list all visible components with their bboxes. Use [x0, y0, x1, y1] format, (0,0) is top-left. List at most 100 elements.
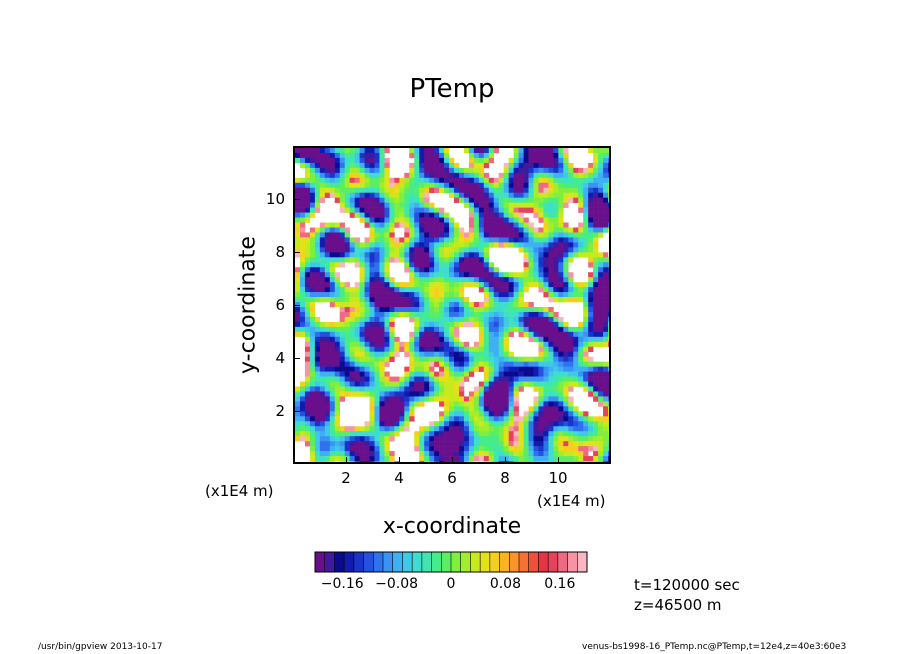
- heatmap-cell: [588, 326, 594, 333]
- heatmap-cell: [409, 316, 415, 323]
- heatmap-cell: [608, 401, 609, 407]
- heatmap-cell: [553, 396, 559, 402]
- heatmap-cell: [553, 371, 559, 377]
- heatmap-cell: [384, 326, 390, 333]
- heatmap-cell: [498, 307, 504, 313]
- heatmap-cell: [583, 386, 589, 392]
- heatmap-cell: [314, 386, 321, 392]
- heatmap-cell: [553, 177, 559, 184]
- heatmap-cell: [598, 162, 604, 169]
- heatmap-cell: [364, 222, 370, 228]
- heatmap-cell: [508, 187, 514, 194]
- heatmap-cell: [563, 346, 569, 353]
- heatmap-cell: [573, 411, 579, 417]
- heatmap-cell: [354, 346, 360, 353]
- heatmap-cell: [548, 411, 554, 417]
- heatmap-cell: [374, 321, 380, 328]
- heatmap-cell: [379, 297, 385, 303]
- heatmap-cell: [419, 366, 425, 372]
- heatmap-cell: [404, 212, 410, 218]
- heatmap-cell: [449, 287, 455, 293]
- heatmap-cell: [513, 401, 519, 407]
- heatmap-cell: [508, 386, 514, 392]
- heatmap-cell: [568, 376, 574, 382]
- heatmap-cell: [369, 177, 375, 184]
- heatmap-cell: [384, 441, 390, 447]
- heatmap-cell: [478, 316, 485, 323]
- heatmap-cell: [404, 202, 410, 208]
- heatmap-cell: [573, 252, 579, 258]
- heatmap-cell: [304, 282, 311, 288]
- heatmap-cell: [444, 162, 450, 169]
- heatmap-cell: [588, 287, 594, 293]
- heatmap-cell: [568, 366, 574, 372]
- heatmap-cell: [468, 406, 475, 412]
- heatmap-cell: [419, 381, 425, 387]
- heatmap-cell: [603, 336, 609, 343]
- heatmap-cell: [553, 207, 559, 213]
- heatmap-cell: [588, 227, 594, 233]
- heatmap-cell: [543, 237, 549, 243]
- heatmap-cell: [424, 396, 430, 402]
- heatmap-cell: [364, 157, 370, 164]
- heatmap-cell: [324, 446, 331, 452]
- heatmap-cell: [598, 187, 604, 194]
- heatmap-cell: [434, 316, 440, 323]
- heatmap-cell: [488, 157, 495, 164]
- heatmap-cell: [434, 396, 440, 402]
- heatmap-cell: [598, 148, 604, 154]
- heatmap-cell: [498, 242, 504, 248]
- heatmap-cell: [593, 326, 599, 333]
- heatmap-cell: [394, 247, 400, 253]
- heatmap-cell: [414, 307, 420, 313]
- heatmap-cell: [603, 217, 609, 223]
- heatmap-cell: [384, 401, 390, 407]
- heatmap-cell: [344, 232, 350, 238]
- heatmap-cell: [384, 361, 390, 367]
- heatmap-cell: [329, 326, 336, 333]
- heatmap-cell: [414, 257, 420, 263]
- heatmap-cell: [434, 282, 440, 288]
- heatmap-cell: [503, 336, 509, 343]
- heatmap-cell: [324, 411, 331, 417]
- heatmap-cell: [503, 232, 509, 238]
- heatmap-cell: [349, 326, 355, 333]
- heatmap-cell: [354, 152, 360, 159]
- heatmap-cell: [573, 446, 579, 452]
- heatmap-cell: [354, 148, 360, 154]
- heatmap-cell: [409, 207, 415, 213]
- heatmap-cell: [304, 371, 311, 377]
- y-tick-mark: [293, 410, 300, 412]
- heatmap-cell: [344, 366, 350, 372]
- heatmap-cell: [354, 376, 360, 382]
- heatmap-cell: [578, 341, 584, 348]
- heatmap-cell: [379, 167, 385, 174]
- heatmap-cell: [329, 252, 336, 258]
- heatmap-cell: [593, 371, 599, 377]
- heatmap-cell: [419, 302, 425, 308]
- heatmap-cell: [503, 416, 509, 422]
- heatmap-cell: [314, 316, 321, 323]
- heatmap-cell: [444, 217, 450, 223]
- heatmap-cell: [334, 242, 341, 248]
- heatmap-cell: [304, 441, 311, 447]
- heatmap-cell: [463, 187, 470, 194]
- heatmap-cell: [473, 307, 480, 313]
- heatmap-cell: [374, 197, 380, 203]
- heatmap-cell: [339, 336, 345, 343]
- heatmap-cell: [334, 157, 341, 164]
- heatmap-cell: [608, 426, 609, 432]
- heatmap-cell: [409, 177, 415, 184]
- heatmap-cell: [384, 411, 390, 417]
- heatmap-cell: [593, 311, 599, 318]
- colorbar-swatch: [412, 552, 423, 572]
- heatmap-cell: [603, 267, 609, 273]
- heatmap-cell: [374, 361, 380, 367]
- colorbar-swatch: [480, 552, 491, 572]
- heatmap-cell: [334, 371, 341, 377]
- heatmap-cell: [493, 202, 500, 208]
- colorbar-swatch: [499, 552, 510, 572]
- heatmap-cell: [394, 426, 400, 432]
- heatmap-cell: [424, 257, 430, 263]
- heatmap-cell: [518, 361, 524, 367]
